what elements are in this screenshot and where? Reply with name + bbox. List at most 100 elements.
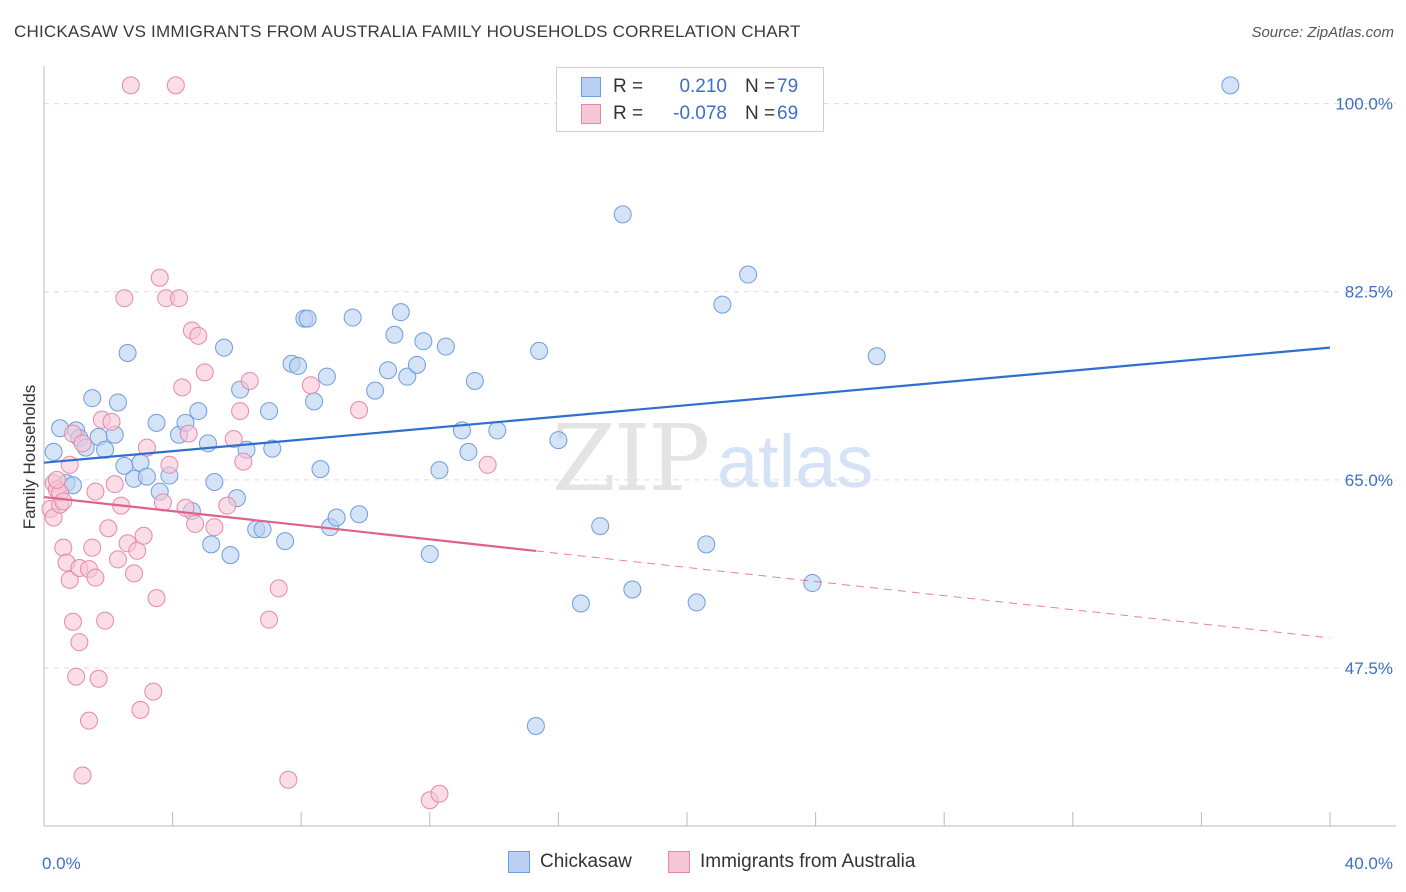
data-point — [1221, 76, 1240, 95]
data-point — [102, 412, 121, 431]
data-point — [115, 289, 134, 308]
data-point — [350, 505, 369, 524]
data-point — [420, 545, 439, 564]
data-point — [430, 784, 449, 803]
data-point — [80, 711, 99, 730]
data-point — [131, 700, 150, 719]
data-point — [134, 526, 153, 545]
legend-swatch-chickasaw — [508, 851, 530, 873]
data-point — [288, 356, 307, 375]
legend-r-value: 0.210 — [679, 76, 727, 97]
data-point — [414, 332, 433, 351]
data-point — [166, 76, 185, 95]
tick-labels: 100.0% 82.5% 65.0% 47.5% 0.0% 40.0% — [42, 95, 1393, 873]
series-legend: Chickasaw Immigrants from Australia — [0, 851, 1406, 877]
data-point — [60, 570, 79, 589]
watermark-zip: ZIP — [552, 405, 708, 512]
data-point — [195, 363, 214, 382]
data-point — [147, 413, 166, 432]
data-point — [613, 205, 632, 224]
axes — [43, 66, 1396, 827]
legend-r-label: R = — [613, 103, 644, 124]
data-point — [173, 378, 192, 397]
legend-swatch-chickasaw — [581, 77, 601, 97]
trend-line — [43, 495, 537, 553]
data-point — [697, 535, 716, 554]
data-point — [89, 669, 108, 688]
data-point — [54, 538, 73, 557]
watermark: ZIP atlas — [552, 405, 873, 512]
legend-swatch-immigrants — [668, 851, 690, 873]
data-point — [317, 367, 336, 386]
data-point — [253, 520, 272, 539]
data-point — [379, 361, 398, 380]
data-point — [150, 268, 169, 287]
data-point — [137, 467, 156, 486]
data-point — [121, 76, 140, 95]
data-point — [221, 546, 240, 565]
data-point — [118, 344, 137, 363]
data-point — [867, 347, 886, 366]
data-point — [739, 265, 758, 284]
data-point — [137, 438, 156, 457]
data-point — [205, 473, 224, 492]
data-point — [687, 593, 706, 612]
data-point — [189, 326, 208, 345]
y-tick-label: 65.0% — [1345, 471, 1393, 490]
legend-item-chickasaw: Chickasaw — [508, 851, 632, 873]
legend-n-label: N = — [745, 76, 776, 97]
data-point — [83, 538, 102, 557]
data-point — [224, 430, 243, 449]
data-point — [311, 460, 330, 479]
x-tick-label: 40.0% — [1345, 854, 1393, 873]
data-point — [398, 367, 417, 386]
chart-title: CHICKASAW VS IMMIGRANTS FROM AUSTRALIA F… — [14, 22, 801, 41]
data-point — [86, 568, 105, 587]
data-point — [526, 717, 545, 736]
data-point — [385, 325, 404, 344]
series-immigrants-from-australia — [41, 76, 497, 810]
y-axis-label: Family Households — [20, 385, 39, 530]
legend-r-value: -0.078 — [673, 103, 727, 124]
legend-n-value: 69 — [777, 103, 799, 124]
data-point — [240, 371, 259, 390]
data-point — [407, 355, 426, 374]
data-point — [83, 389, 102, 408]
data-point — [108, 550, 127, 569]
data-point — [73, 434, 92, 453]
data-point — [571, 594, 590, 613]
y-tick-label: 47.5% — [1345, 659, 1393, 678]
data-point — [125, 564, 144, 583]
data-point — [549, 431, 568, 450]
data-point — [234, 452, 253, 471]
data-point — [108, 393, 127, 412]
data-point — [54, 492, 73, 511]
data-point — [96, 611, 115, 630]
data-point — [343, 308, 362, 327]
data-point — [713, 295, 732, 314]
legend-item-immigrants: Immigrants from Australia — [668, 851, 915, 873]
data-point — [488, 421, 507, 440]
data-point — [279, 770, 298, 789]
correlation-legend: R = 0.210 N = 79 R = -0.078 N = 69 — [556, 67, 824, 132]
data-point — [366, 381, 385, 400]
data-point — [47, 470, 66, 489]
data-point — [350, 400, 369, 419]
trend-line — [43, 346, 1331, 464]
data-point — [263, 439, 282, 458]
data-point — [530, 341, 549, 360]
data-point — [202, 535, 221, 554]
legend-n-label: N = — [745, 103, 776, 124]
data-point — [160, 455, 179, 474]
y-tick-label: 100.0% — [1335, 95, 1393, 114]
data-point — [301, 376, 320, 395]
source-label: Source: ZipAtlas.com — [1251, 24, 1394, 41]
data-point — [189, 402, 208, 421]
data-point — [260, 610, 279, 629]
data-point — [70, 633, 89, 652]
trend-line-extrapolated — [535, 550, 1331, 639]
data-point — [170, 289, 189, 308]
data-point — [67, 667, 86, 686]
data-point — [465, 371, 484, 390]
data-point — [105, 475, 124, 494]
